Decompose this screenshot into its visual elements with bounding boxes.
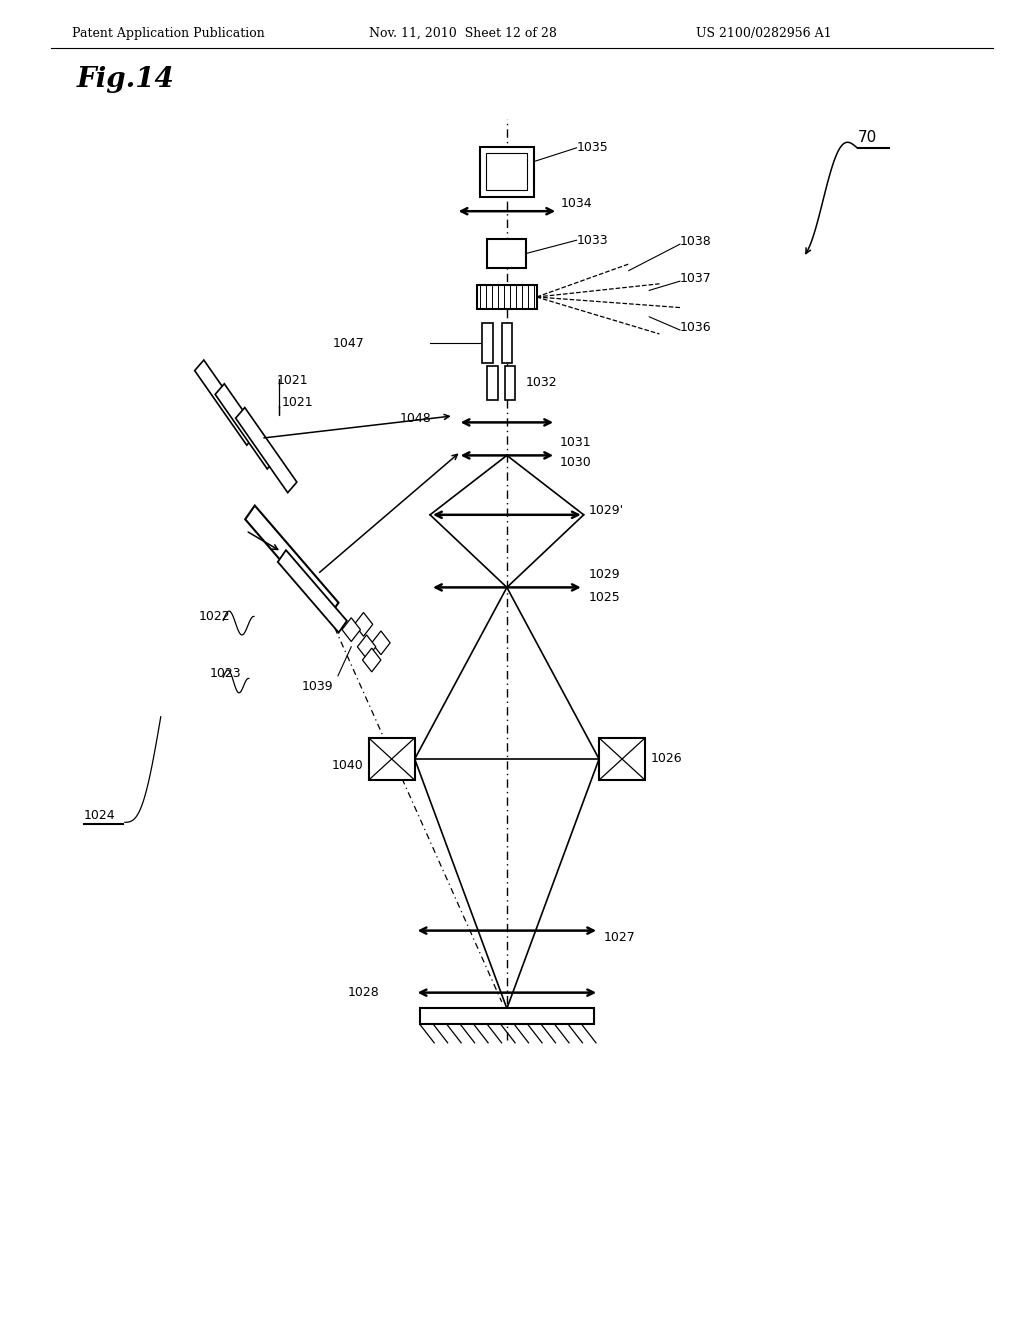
Bar bbox=[505, 366, 515, 400]
Bar bbox=[477, 285, 537, 309]
Text: Nov. 11, 2010  Sheet 12 of 28: Nov. 11, 2010 Sheet 12 of 28 bbox=[369, 26, 556, 40]
Polygon shape bbox=[278, 550, 347, 632]
Text: 1040: 1040 bbox=[332, 759, 364, 772]
Text: 1036: 1036 bbox=[680, 321, 712, 334]
Text: 1048: 1048 bbox=[399, 412, 431, 425]
Bar bbox=[487, 366, 498, 400]
Text: 1021: 1021 bbox=[282, 396, 313, 409]
Text: 1029: 1029 bbox=[589, 568, 621, 581]
Polygon shape bbox=[195, 360, 256, 445]
Text: 1033: 1033 bbox=[577, 234, 608, 247]
Bar bbox=[480, 147, 534, 197]
Bar bbox=[599, 738, 645, 780]
Text: US 2100/0282956 A1: US 2100/0282956 A1 bbox=[696, 26, 831, 40]
Polygon shape bbox=[342, 618, 360, 642]
Text: 1025: 1025 bbox=[589, 591, 621, 605]
Text: 1047: 1047 bbox=[333, 337, 365, 350]
Text: 1032: 1032 bbox=[525, 376, 557, 389]
Polygon shape bbox=[372, 631, 390, 655]
Text: 1038: 1038 bbox=[680, 235, 712, 248]
Bar bbox=[486, 153, 527, 190]
Text: 1035: 1035 bbox=[577, 141, 608, 154]
Text: 1027: 1027 bbox=[604, 931, 636, 944]
Text: 1029': 1029' bbox=[589, 504, 624, 517]
Text: 1026: 1026 bbox=[650, 752, 682, 766]
Text: 1039: 1039 bbox=[302, 680, 334, 693]
Text: 70: 70 bbox=[858, 129, 878, 145]
Polygon shape bbox=[245, 506, 339, 616]
Bar bbox=[487, 239, 526, 268]
Text: 1021: 1021 bbox=[276, 374, 308, 387]
Bar bbox=[420, 1008, 594, 1024]
Bar bbox=[482, 323, 493, 363]
Text: 1023: 1023 bbox=[210, 667, 242, 680]
Text: 1030: 1030 bbox=[560, 455, 592, 469]
Polygon shape bbox=[354, 612, 373, 636]
Text: 1037: 1037 bbox=[680, 272, 712, 285]
Text: 1031: 1031 bbox=[560, 436, 592, 449]
Bar bbox=[502, 323, 512, 363]
Text: 1028: 1028 bbox=[348, 986, 380, 999]
Text: 1022: 1022 bbox=[199, 610, 230, 623]
Text: Patent Application Publication: Patent Application Publication bbox=[72, 26, 264, 40]
Polygon shape bbox=[362, 648, 381, 672]
Polygon shape bbox=[215, 384, 276, 469]
Text: 1034: 1034 bbox=[561, 197, 593, 210]
Polygon shape bbox=[357, 635, 376, 659]
Polygon shape bbox=[236, 408, 297, 492]
Text: Fig.14: Fig.14 bbox=[77, 66, 174, 92]
Text: 1024: 1024 bbox=[84, 809, 116, 822]
Bar bbox=[369, 738, 415, 780]
